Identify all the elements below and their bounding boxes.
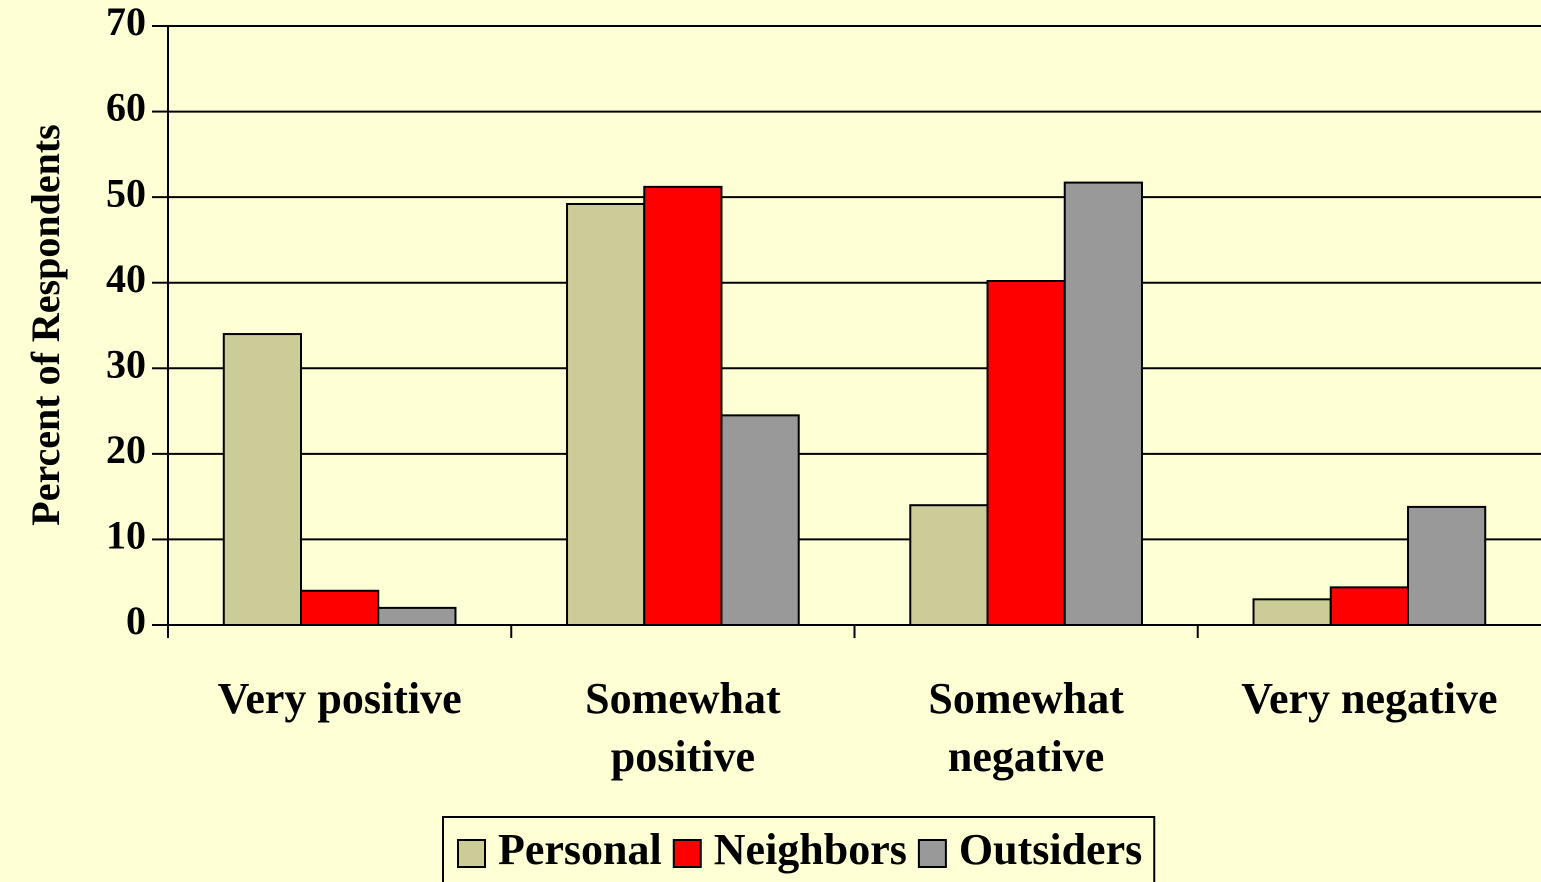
y-tick-label: 60 [106, 85, 146, 130]
bar [909, 504, 989, 627]
bar [377, 606, 457, 627]
legend-swatch [672, 839, 702, 868]
y-tick-label: 0 [126, 598, 146, 643]
legend-label: Outsiders [959, 825, 1142, 874]
legend-swatch [457, 839, 486, 868]
legend-box [442, 816, 1156, 882]
bar [720, 414, 800, 626]
x-tick-label: Very negative [1241, 674, 1498, 723]
bar [222, 333, 303, 626]
y-tick-label: 30 [106, 341, 146, 386]
bar [300, 589, 380, 626]
bar [1406, 505, 1487, 627]
legend: Personal Neighbors Outsiders [442, 816, 1156, 882]
bar [1063, 181, 1143, 627]
y-tick-label: 70 [106, 0, 146, 44]
x-tick-label: Somewhat negative [928, 674, 1124, 781]
y-tick-label: 40 [106, 256, 146, 301]
legend-label: Personal [498, 825, 662, 874]
y-axis-label: Percent of Respondents [23, 124, 68, 525]
y-tick-label: 10 [106, 513, 146, 558]
bar [1252, 598, 1332, 626]
bar [986, 280, 1066, 626]
legend-swatch [917, 839, 947, 868]
x-tick-label: Very positive [217, 674, 462, 723]
y-tick-label: 20 [106, 427, 146, 472]
bar [643, 185, 723, 626]
legend-label: Neighbors [714, 825, 907, 874]
bar [1329, 586, 1409, 626]
x-tick-label: Somewhat positive [585, 674, 781, 781]
bar [566, 202, 646, 626]
y-tick-label: 50 [106, 170, 146, 215]
